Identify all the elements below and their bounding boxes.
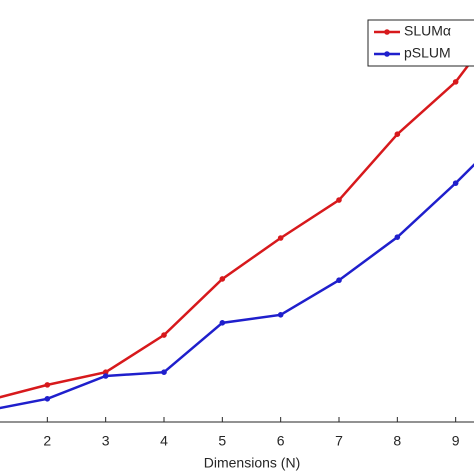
x-axis-label: Dimensions (N) — [204, 455, 300, 471]
legend-label: SLUMα — [404, 23, 451, 39]
x-tick-label: 2 — [43, 433, 51, 449]
series-marker — [219, 320, 226, 326]
series-marker — [44, 382, 51, 388]
series-marker — [219, 276, 226, 282]
series-marker — [452, 180, 459, 186]
series-marker — [44, 395, 51, 402]
series-line — [0, 55, 474, 399]
series-marker — [394, 131, 401, 137]
series-marker — [277, 312, 284, 318]
series-marker — [102, 373, 109, 379]
legend-marker — [384, 51, 390, 57]
series-marker — [277, 235, 284, 241]
series-marker — [161, 332, 167, 338]
x-tick-label: 9 — [452, 433, 460, 449]
x-tick-label: 3 — [102, 433, 110, 449]
legend-label: pSLUM — [404, 45, 451, 61]
series-marker — [336, 197, 342, 203]
legend-marker — [384, 29, 390, 35]
series-marker — [394, 234, 401, 240]
series-marker — [336, 277, 342, 284]
series-line — [0, 163, 474, 410]
x-tick-label: 7 — [335, 433, 343, 449]
x-tick-label: 5 — [218, 433, 226, 449]
x-tick-label: 4 — [160, 433, 168, 449]
x-tick-label: 6 — [277, 433, 285, 449]
legend-box — [367, 19, 474, 67]
series-marker — [161, 369, 167, 376]
x-tick-label: 8 — [393, 433, 401, 449]
series-marker — [452, 79, 459, 85]
legend: SLUMα pSLUM — [367, 19, 474, 67]
